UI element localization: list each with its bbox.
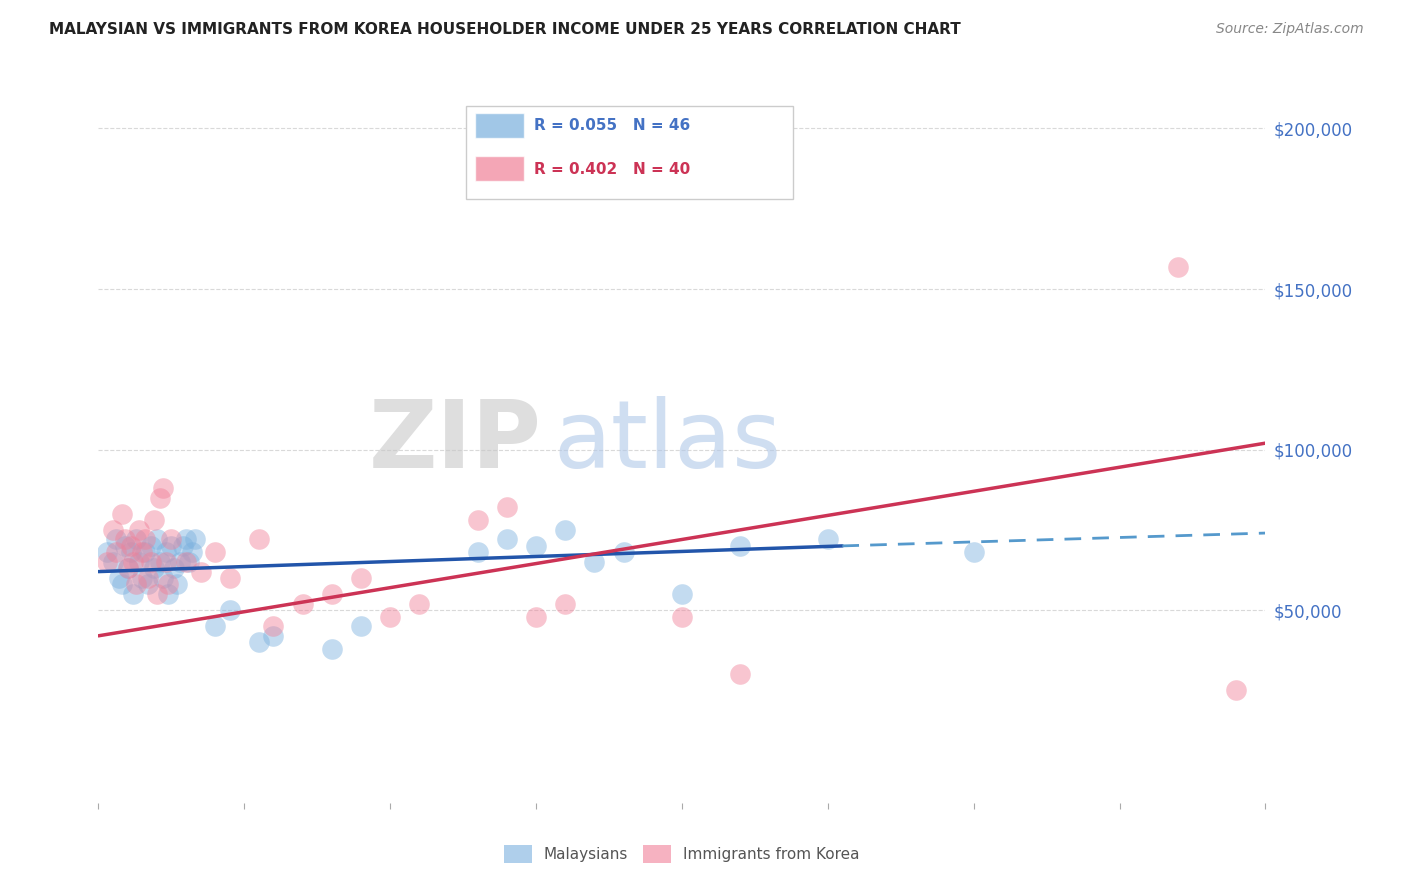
Point (152, 481, 174, 495)
Point (524, 539, 547, 553)
Point (96, 545, 118, 559)
Point (262, 619, 284, 633)
Point (467, 513, 489, 527)
Point (134, 545, 156, 559)
Point (155, 545, 177, 559)
Point (128, 555, 150, 569)
Point (128, 523, 150, 537)
Point (131, 545, 153, 559)
Text: atlas: atlas (554, 395, 782, 488)
Point (190, 565, 212, 579)
Point (174, 533, 197, 547)
Point (204, 619, 226, 633)
Legend: Malaysians, Immigrants from Korea: Malaysians, Immigrants from Korea (499, 840, 865, 867)
Point (172, 539, 194, 553)
Point (467, 545, 489, 559)
Point (204, 545, 226, 559)
Point (962, 545, 984, 559)
Point (111, 577, 134, 591)
Point (125, 577, 148, 591)
Point (149, 555, 172, 569)
Point (262, 629, 284, 643)
Point (136, 571, 159, 585)
Point (524, 609, 547, 624)
Point (496, 533, 519, 547)
Text: Source: ZipAtlas.com: Source: ZipAtlas.com (1216, 22, 1364, 37)
Point (114, 533, 136, 547)
Point (350, 619, 373, 633)
Point (291, 597, 314, 611)
Point (160, 539, 183, 553)
Point (142, 561, 165, 575)
Point (730, 539, 752, 553)
Point (122, 587, 145, 601)
Point (131, 571, 153, 585)
Point (114, 539, 136, 553)
Point (247, 533, 270, 547)
Point (152, 571, 174, 585)
FancyBboxPatch shape (465, 105, 793, 200)
Point (218, 571, 240, 585)
Point (111, 507, 134, 521)
Point (554, 523, 576, 537)
Point (160, 533, 183, 547)
Point (496, 500, 519, 515)
Point (155, 555, 177, 569)
Point (101, 555, 124, 569)
Point (612, 545, 634, 559)
Text: MALAYSIAN VS IMMIGRANTS FROM KOREA HOUSEHOLDER INCOME UNDER 25 YEARS CORRELATION: MALAYSIAN VS IMMIGRANTS FROM KOREA HOUSE… (49, 22, 960, 37)
Point (104, 545, 127, 559)
Point (139, 555, 162, 569)
Point (146, 533, 169, 547)
Point (174, 555, 197, 569)
Point (163, 561, 186, 575)
Point (321, 641, 343, 656)
FancyBboxPatch shape (475, 112, 524, 138)
Point (122, 555, 145, 569)
Point (380, 609, 402, 624)
Point (125, 533, 148, 547)
Point (169, 555, 191, 569)
Text: ZIP: ZIP (368, 395, 541, 488)
FancyBboxPatch shape (475, 156, 524, 181)
Point (177, 555, 200, 569)
Point (671, 609, 693, 624)
Point (247, 635, 270, 649)
Point (180, 545, 202, 559)
Point (408, 597, 430, 611)
Point (117, 561, 139, 575)
Point (142, 513, 165, 527)
Point (321, 587, 343, 601)
Point (157, 587, 180, 601)
Point (149, 491, 172, 505)
Point (183, 533, 205, 547)
Point (157, 577, 180, 591)
Point (120, 545, 142, 559)
Point (730, 667, 752, 681)
Point (554, 597, 576, 611)
Point (166, 577, 188, 591)
Point (139, 539, 162, 553)
Point (136, 577, 159, 591)
Point (146, 587, 169, 601)
Point (117, 561, 139, 575)
Text: R = 0.402   N = 40: R = 0.402 N = 40 (534, 161, 690, 177)
Point (101, 523, 124, 537)
Point (671, 587, 693, 601)
Point (1167, 260, 1189, 274)
Point (134, 533, 156, 547)
Point (817, 533, 839, 547)
Point (96, 555, 118, 569)
Point (350, 571, 373, 585)
Text: R = 0.055   N = 46: R = 0.055 N = 46 (534, 119, 690, 133)
Point (583, 555, 606, 569)
Point (218, 603, 240, 617)
Point (104, 533, 127, 547)
Point (120, 539, 142, 553)
Point (108, 571, 131, 585)
Point (1225, 683, 1247, 698)
